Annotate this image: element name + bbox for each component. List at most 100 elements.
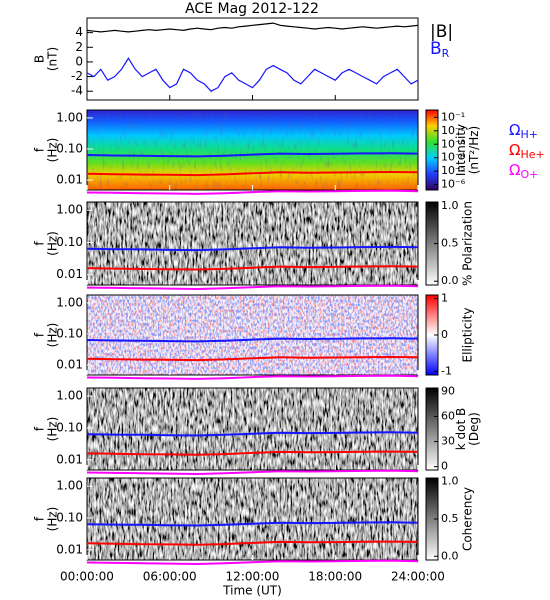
series-line (86, 245, 419, 252)
legend-subscript: O+ (520, 168, 538, 181)
colorbar-tick-label: 1 (441, 292, 448, 305)
colorbar-tick-label: 0.5 (441, 512, 459, 525)
y-tick-label: 0.10 (56, 142, 83, 156)
colorbar-tick-label: 10⁻⁶ (441, 178, 466, 191)
colorbar-tick-label: 60 (441, 409, 455, 422)
y-tick-label: -2 (71, 69, 83, 83)
colorbar-tick-label: 1.0 (441, 475, 459, 488)
colorbar-label: % Polarization (461, 201, 475, 286)
chart-title: ACE Mag 2012-122 (185, 1, 319, 17)
legend-entry: ΩH+ (509, 121, 538, 142)
y-tick-label: 1.00 (56, 389, 83, 403)
y-tick-label: 0.01 (56, 542, 83, 556)
legend-name: |B| (430, 22, 453, 42)
y-axis-label: B (33, 55, 47, 63)
colorbar-tick-label: 0.5 (441, 237, 459, 250)
spectrogram-texture (87, 110, 418, 190)
y-tick-label: 1.00 (56, 479, 83, 493)
spectrogram-image (87, 478, 418, 560)
legend-entry: ΩO+ (509, 161, 538, 182)
series-line (86, 355, 419, 362)
series-line (86, 189, 419, 195)
y-axis-label: f (33, 516, 47, 521)
y-axis-label: (Hz) (46, 323, 60, 348)
y-tick-label: 0.10 (56, 235, 83, 249)
y-tick-label: 0 (75, 54, 83, 68)
series-line (86, 170, 419, 177)
series-line (86, 374, 419, 380)
y-axis-label: f (33, 147, 47, 152)
colorbar-label: (nT²/Hz) (467, 126, 481, 174)
colorbar-label: Coherency (461, 487, 475, 551)
series-line (86, 559, 419, 566)
y-axis-label: f (33, 426, 47, 431)
legend-name: Ω (509, 121, 520, 139)
colorbar-tick-label: 10⁻¹ (441, 110, 465, 123)
legend-entry: BR (430, 39, 450, 60)
series-line (86, 265, 419, 271)
x-axis-label: Time (UT) (222, 584, 282, 598)
x-tick-label: 24:00:00 (391, 570, 445, 584)
y-axis-label: (Hz) (46, 507, 60, 532)
y-axis-label: f (33, 332, 47, 337)
series-line (86, 450, 419, 456)
series-line (86, 521, 419, 527)
legend-subscript: H+ (520, 128, 538, 141)
y-tick-label: 1.00 (56, 203, 83, 217)
x-tick-label: 18:00:00 (308, 570, 362, 584)
colorbar-tick-label: 0.0 (441, 274, 459, 287)
colorbar-tick-label: 10⁻³ (441, 137, 465, 150)
y-axis-label: f (33, 241, 47, 246)
y-tick-label: 4 (75, 25, 83, 39)
colorbar-tick-label: 10⁻⁴ (441, 151, 466, 164)
y-axis-label: (Hz) (46, 417, 60, 442)
y-tick-label: 0.01 (56, 452, 83, 466)
series-line (86, 337, 419, 343)
legend-entry: |B| (430, 22, 453, 42)
spectrogram-image (87, 202, 418, 285)
series-line (86, 152, 419, 158)
colorbar-tick-label: 0.0 (441, 549, 459, 562)
colorbar-tick-label: -1 (441, 364, 452, 377)
legend-name: B (430, 39, 442, 59)
colorbar-label: Ellipticity (461, 308, 475, 363)
legend-entry: ΩHe+ (509, 141, 545, 162)
y-axis-label: (Hz) (46, 138, 60, 163)
series-line (86, 22, 419, 33)
colorbar-tick-label: 30 (441, 435, 455, 448)
spectrogram-image (87, 388, 418, 470)
colorbar-label: k dot B (454, 408, 468, 450)
colorbar-label: Intensity (454, 124, 468, 176)
colorbar-tick-label: 1.0 (441, 199, 459, 212)
y-tick-label: 0.10 (56, 510, 83, 524)
colorbar-label: (Deg) (467, 412, 481, 446)
x-tick-label: 06:00:00 (143, 570, 197, 584)
legend-subscript: He+ (520, 148, 544, 161)
series-line (86, 284, 419, 291)
y-axis-label: (nT) (46, 47, 60, 71)
colorbar-tick-label: 10⁻⁵ (441, 164, 465, 177)
series-line (86, 57, 419, 92)
y-tick-label: 1.00 (56, 110, 83, 124)
legend-name: Ω (509, 141, 520, 159)
y-axis-label: (Hz) (46, 231, 60, 256)
y-tick-label: 1.00 (56, 295, 83, 309)
y-tick-label: 2 (75, 40, 83, 54)
y-tick-label: 0.01 (56, 358, 83, 372)
colorbar (425, 109, 439, 191)
colorbar (425, 387, 439, 471)
colorbar-tick-label: 10⁻² (441, 124, 465, 137)
colorbar-tick-label: 0 (441, 460, 448, 473)
y-tick-label: 0.10 (56, 327, 83, 341)
spectrogram-texture (87, 295, 418, 375)
y-tick-label: 0.10 (56, 420, 83, 434)
x-tick-label: 00:00:00 (60, 570, 114, 584)
colorbar-tick-label: 90 (441, 384, 455, 397)
series-line (86, 469, 419, 476)
y-tick-label: 0.01 (56, 267, 83, 281)
colorbar-tick-label: 0 (441, 328, 448, 341)
series-line (86, 540, 419, 546)
series-line (86, 431, 419, 437)
x-tick-label: 12:00:00 (226, 570, 280, 584)
